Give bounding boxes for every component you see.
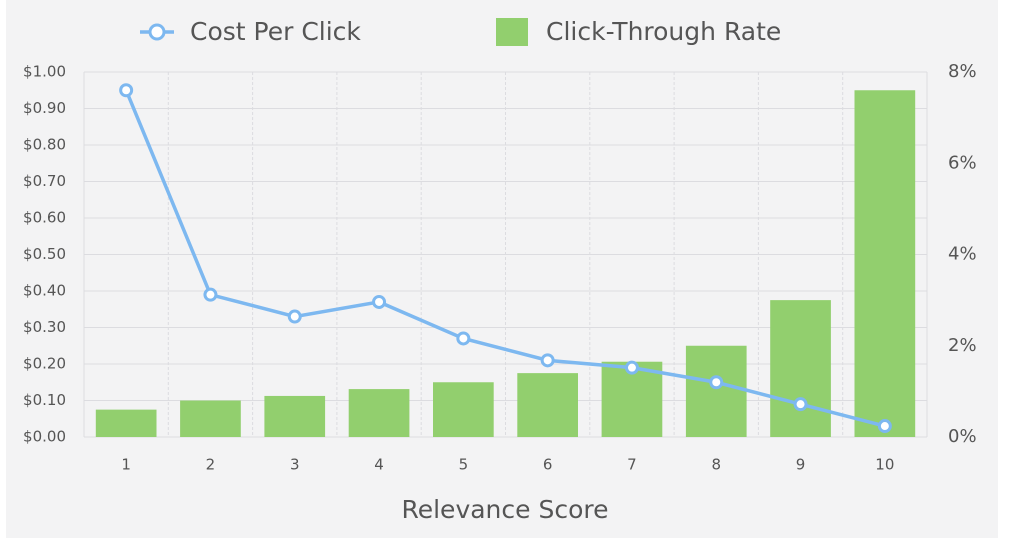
y-tick-label: $0.60 xyxy=(23,209,66,227)
x-tick-label: 4 xyxy=(374,456,384,474)
line xyxy=(124,89,886,428)
point xyxy=(877,419,892,434)
x-tick-label: 8 xyxy=(711,456,721,474)
y2-tick-label: 8% xyxy=(948,61,977,82)
bar xyxy=(348,389,410,437)
x-tick-label: 6 xyxy=(543,456,553,474)
x-tick-label: 9 xyxy=(796,456,806,474)
point xyxy=(540,353,555,368)
point xyxy=(203,287,218,302)
bar xyxy=(685,345,747,437)
bar xyxy=(95,409,157,437)
point xyxy=(119,83,134,98)
y2-tick-label: 4% xyxy=(948,244,977,265)
x-tick-label: 2 xyxy=(206,456,216,474)
x-tick-label: 10 xyxy=(875,456,894,474)
y2-tick-label: 2% xyxy=(948,335,977,356)
x-tick-label: 5 xyxy=(459,456,469,474)
y-tick-label: $0.50 xyxy=(23,245,66,263)
bar xyxy=(517,373,578,437)
bar xyxy=(854,90,916,437)
point xyxy=(793,397,808,412)
chart-background xyxy=(6,0,998,538)
x-axis-title: Relevance Score xyxy=(401,495,608,524)
y2-tick-label: 6% xyxy=(948,152,977,173)
y-tick-label: $0.90 xyxy=(23,99,66,117)
point xyxy=(456,331,471,346)
y-tick-label: $0.70 xyxy=(23,172,66,190)
point xyxy=(624,360,639,375)
legend-marker xyxy=(148,23,166,41)
x-tick-label: 7 xyxy=(627,456,637,474)
x-tick-label: 1 xyxy=(121,456,131,474)
y-tick-label: $0.10 xyxy=(23,391,66,409)
y-tick-label: $0.20 xyxy=(23,355,66,373)
bar xyxy=(264,395,326,437)
y2-tick-label: 0% xyxy=(948,426,977,447)
legend-label: Click-Through Rate xyxy=(546,17,781,46)
point xyxy=(287,309,302,324)
point xyxy=(372,294,387,309)
y-tick-label: $0.00 xyxy=(23,428,66,446)
y-tick-label: $0.80 xyxy=(23,136,66,154)
y-tick-label: $1.00 xyxy=(23,63,66,81)
bar xyxy=(770,300,831,437)
legend-swatch xyxy=(496,18,528,46)
legend-label: Cost Per Click xyxy=(190,17,361,46)
y-tick-label: $0.40 xyxy=(23,282,66,300)
point xyxy=(709,375,724,390)
y-tick-label: $0.30 xyxy=(23,318,66,336)
bar xyxy=(180,400,241,437)
bar xyxy=(433,382,494,437)
x-tick-label: 3 xyxy=(290,456,300,474)
